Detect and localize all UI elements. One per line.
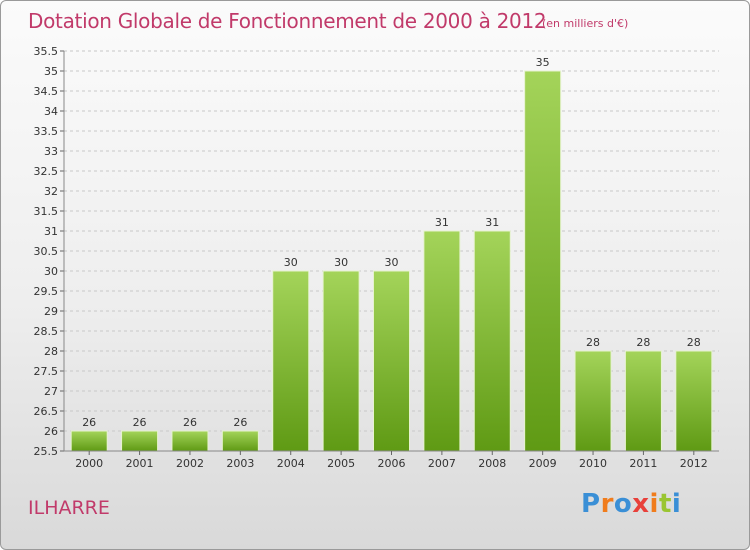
y-tick-label: 31.5: [34, 205, 59, 218]
bar: [373, 270, 410, 452]
bar-value-label: 28: [636, 336, 650, 349]
bar: [322, 270, 360, 452]
y-tick-label: 30: [44, 265, 58, 278]
y-tick-label: 26: [44, 425, 58, 438]
x-tick-label: 2000: [75, 457, 103, 470]
bar: [272, 270, 310, 452]
y-axis: 25.5 26 26.5 27 27.5 28 28.5 29 29.5 30 30.5 31 31.5…: [34, 45, 65, 458]
y-tick-label: 25.5: [34, 445, 59, 458]
bar-value-label: 31: [485, 216, 499, 229]
x-tick-label: 2007: [428, 457, 456, 470]
bar-value-label: 26: [183, 416, 197, 429]
y-tick-label: 35: [44, 65, 58, 78]
y-tick-label: 34: [44, 105, 58, 118]
commune-name: ILHARRE: [28, 497, 110, 519]
y-tick-label: 32.5: [34, 165, 59, 178]
y-tick-label: 33: [44, 145, 58, 158]
bar-value-label: 30: [385, 256, 399, 269]
x-tick-label: 2008: [478, 457, 506, 470]
x-tick-label: 2004: [277, 457, 305, 470]
bar-value-label: 26: [133, 416, 147, 429]
bar-value-label: 28: [586, 336, 600, 349]
y-tick-label: 27.5: [34, 365, 59, 378]
y-tick-label: 32: [44, 185, 58, 198]
x-tick-label: 2001: [126, 457, 154, 470]
x-tick-label: 2002: [176, 457, 204, 470]
bar: [524, 70, 562, 452]
bar: [473, 230, 511, 452]
bar-value-label: 31: [435, 216, 449, 229]
y-tick-label: 26.5: [34, 405, 59, 418]
logo-letter: o: [613, 489, 633, 519]
bar: [624, 350, 662, 452]
bar-value-label: 26: [233, 416, 247, 429]
y-tick-label: 30.5: [34, 245, 59, 258]
proxiti-logo: Proxiti: [581, 489, 681, 519]
y-tick-label: 29: [44, 305, 58, 318]
y-tick-label: 27: [44, 385, 58, 398]
x-tick-label: 2006: [378, 457, 406, 470]
logo-letter: i: [649, 489, 659, 519]
bars: [70, 70, 713, 452]
x-tick-label: 2003: [226, 457, 254, 470]
bar: [423, 230, 461, 452]
x-axis: 2000 2001 2002 2003 2004 2005 2006 2007 2008 2009…: [64, 450, 719, 470]
y-tick-label: 29.5: [34, 285, 59, 298]
chart-title: Dotation Globale de Fonctionnement de 20…: [28, 9, 547, 33]
value-labels: 26 26 26 26 30 30 30 31 31 35 28 28 28: [82, 56, 701, 429]
logo-letter: t: [658, 489, 672, 519]
bar: [675, 350, 713, 452]
bar-value-label: 26: [82, 416, 96, 429]
bar: [171, 430, 209, 452]
x-tick-label: 2010: [579, 457, 607, 470]
x-tick-label: 2009: [529, 457, 557, 470]
bar-value-label: 30: [334, 256, 348, 269]
bar-value-label: 30: [284, 256, 298, 269]
bar: [574, 350, 612, 452]
logo-letter: i: [671, 489, 682, 519]
logo-letter: r: [600, 489, 614, 519]
x-tick-label: 2011: [629, 457, 657, 470]
y-tick-label: 28.5: [34, 325, 59, 338]
y-tick-label: 31: [44, 225, 58, 238]
x-tick-label: 2005: [327, 457, 355, 470]
y-tick-label: 35.5: [34, 45, 59, 58]
x-tick-label: 2012: [680, 457, 708, 470]
logo-letter: x: [632, 489, 650, 519]
y-tick-label: 33.5: [34, 125, 59, 138]
bar: [221, 430, 259, 452]
bar-value-label: 35: [536, 56, 550, 69]
bar-value-label: 28: [687, 336, 701, 349]
y-tick-label: 28: [44, 345, 58, 358]
chart-subtitle: (en milliers d'€): [542, 17, 629, 30]
logo-letter: P: [581, 489, 601, 519]
bar: [121, 430, 159, 452]
y-tick-label: 34.5: [34, 85, 59, 98]
bar: [70, 430, 108, 452]
